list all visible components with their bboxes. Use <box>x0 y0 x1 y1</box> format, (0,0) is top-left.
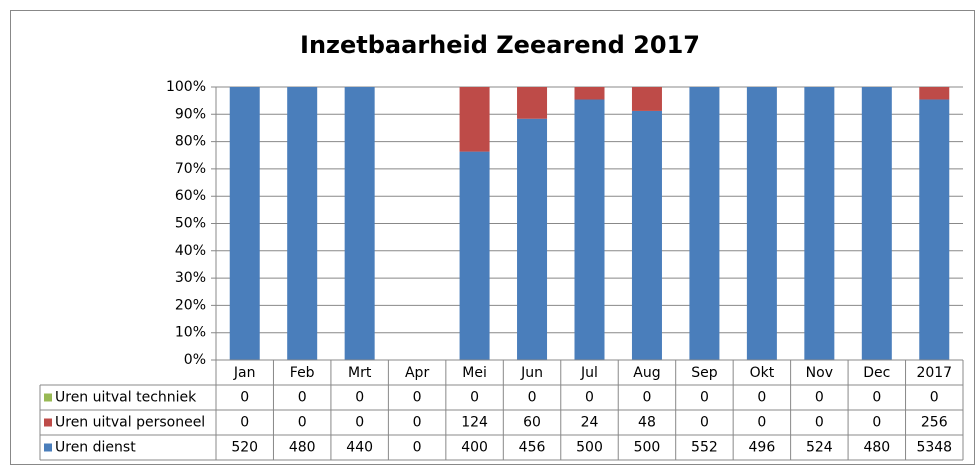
y-tick-label: 90% <box>175 106 206 122</box>
table-value: 0 <box>240 390 249 406</box>
bar-segment <box>804 87 835 360</box>
y-tick-label: 0% <box>184 352 206 368</box>
legend-key <box>44 418 52 427</box>
table-value: 0 <box>872 390 881 406</box>
bar-segment <box>574 87 605 100</box>
x-tick-label: Dec <box>863 365 890 381</box>
y-tick-label: 60% <box>175 188 206 204</box>
table-value: 124 <box>461 415 488 431</box>
legend-key <box>44 443 52 452</box>
table-value: 0 <box>930 390 939 406</box>
table-value: 440 <box>346 440 373 456</box>
table-value: 0 <box>298 415 307 431</box>
table-value: 0 <box>872 415 881 431</box>
table-value: 0 <box>355 415 364 431</box>
table-value: 0 <box>815 415 824 431</box>
bar-segment <box>631 110 662 360</box>
chart-title: Inzetbaarheid Zeearend 2017 <box>300 31 700 59</box>
legend-label: Uren uitval techniek <box>55 390 197 406</box>
table-value: 256 <box>921 415 948 431</box>
table-value: 520 <box>231 440 258 456</box>
table-value: 0 <box>700 390 709 406</box>
table-value: 60 <box>523 415 541 431</box>
table-value: 0 <box>413 415 422 431</box>
x-tick-label: Aug <box>633 365 660 381</box>
x-tick-label: Mrt <box>348 365 372 381</box>
table-value: 0 <box>355 390 364 406</box>
bar-segment <box>574 99 605 360</box>
table-value: 480 <box>863 440 890 456</box>
y-tick-label: 100% <box>166 79 206 95</box>
table-value: 480 <box>289 440 316 456</box>
y-tick-label: 70% <box>175 161 206 177</box>
table-value: 456 <box>519 440 546 456</box>
bar-segment <box>746 87 777 360</box>
table-value: 0 <box>585 390 594 406</box>
x-tick-label: Mei <box>462 365 487 381</box>
y-tick-label: 30% <box>175 270 206 286</box>
y-tick-label: 40% <box>175 243 206 259</box>
table-value: 0 <box>700 415 709 431</box>
table-value: 0 <box>757 390 766 406</box>
table-value: 500 <box>634 440 661 456</box>
table-value: 0 <box>757 415 766 431</box>
y-tick-label: 50% <box>175 216 206 232</box>
x-tick-label: Sep <box>691 365 718 381</box>
y-tick-label: 10% <box>175 325 206 341</box>
table-value: 5348 <box>916 440 952 456</box>
bar-segment <box>919 87 950 100</box>
x-tick-label: Feb <box>290 365 315 381</box>
y-tick-label: 20% <box>175 297 206 313</box>
table-value: 0 <box>413 440 422 456</box>
x-tick-label: Jun <box>520 365 543 381</box>
bar-segment <box>861 87 892 360</box>
x-tick-label: 2017 <box>916 365 952 381</box>
bar-segment <box>631 87 662 111</box>
table-value: 24 <box>581 415 599 431</box>
x-tick-label: Jul <box>580 365 598 381</box>
table-value: 496 <box>749 440 776 456</box>
bar-segment <box>517 87 548 119</box>
x-tick-label: Nov <box>806 365 833 381</box>
bar-segment <box>229 87 260 360</box>
legend-key <box>44 393 52 402</box>
x-tick-label: Apr <box>405 365 429 381</box>
bar-segment <box>459 87 490 152</box>
bar-segment <box>517 118 548 360</box>
bar-segment <box>287 87 318 360</box>
table-value: 400 <box>461 440 488 456</box>
table-value: 0 <box>413 390 422 406</box>
bar-segment <box>459 151 490 360</box>
bar-segment <box>919 99 950 360</box>
table-value: 0 <box>643 390 652 406</box>
table-value: 48 <box>638 415 656 431</box>
table-value: 0 <box>470 390 479 406</box>
legend-label: Uren uitval personeel <box>55 415 205 431</box>
x-tick-label: Okt <box>750 365 775 381</box>
table-value: 500 <box>576 440 603 456</box>
table-value: 0 <box>815 390 824 406</box>
table-value: 0 <box>240 415 249 431</box>
table-value: 0 <box>298 390 307 406</box>
bar-segment <box>344 87 375 360</box>
bar-segment <box>689 87 720 360</box>
table-value: 524 <box>806 440 833 456</box>
y-tick-label: 80% <box>175 134 206 150</box>
table-value: 0 <box>528 390 537 406</box>
x-tick-label: Jan <box>233 365 256 381</box>
table-value: 552 <box>691 440 718 456</box>
legend-label: Uren dienst <box>55 440 136 456</box>
